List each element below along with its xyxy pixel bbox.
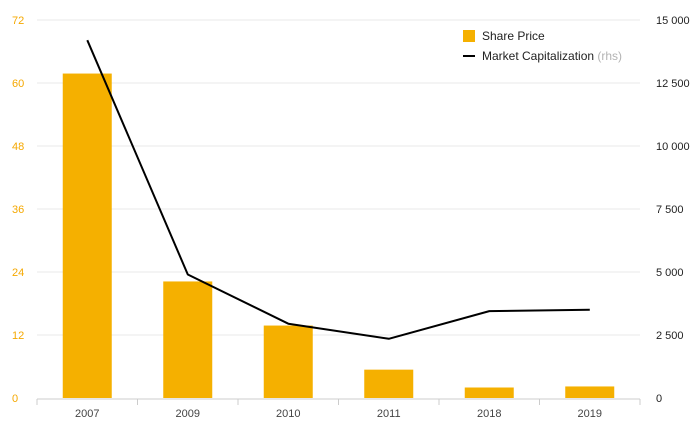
x-tick-label: 2018 xyxy=(477,408,501,420)
y-right-tick-label: 5 000 xyxy=(656,267,684,279)
x-tick-label: 2019 xyxy=(578,408,602,420)
x-tick-label: 2010 xyxy=(276,408,300,420)
y-left-tick-label: 0 xyxy=(12,393,18,405)
x-tick-label: 2007 xyxy=(75,408,99,420)
y-right-tick-label: 0 xyxy=(656,393,662,405)
y-left-tick-label: 72 xyxy=(12,15,24,27)
legend-label-market-cap-suffix: (rhs) xyxy=(597,49,622,63)
legend-label-share-price: Share Price xyxy=(482,29,545,43)
bar xyxy=(464,387,514,398)
bar xyxy=(163,281,213,398)
y-left-tick-label: 36 xyxy=(12,204,24,216)
y-right-tick-label: 15 000 xyxy=(656,15,690,27)
y-right-tick-label: 10 000 xyxy=(656,141,690,153)
y-right-tick-label: 7 500 xyxy=(656,204,684,216)
bar xyxy=(62,73,112,399)
legend: Share Price Market Capitalization (rhs) xyxy=(463,29,622,63)
y-left-tick-label: 60 xyxy=(12,78,24,90)
x-tick-label: 2009 xyxy=(176,408,200,420)
y-left-tick-label: 48 xyxy=(12,141,24,153)
y-right-tick-label: 12 500 xyxy=(656,78,690,90)
y-left-tick-label: 12 xyxy=(12,330,24,342)
legend-label-market-cap: Market Capitalization (rhs) xyxy=(482,49,622,63)
y-right-tick-label: 2 500 xyxy=(656,330,684,342)
bar xyxy=(565,386,615,398)
series-line xyxy=(86,39,590,340)
bar xyxy=(263,325,313,398)
legend-swatch-share-price xyxy=(463,30,475,42)
y-left-tick-label: 24 xyxy=(12,267,24,279)
legend-label-market-cap-name: Market Capitalization xyxy=(482,49,597,63)
x-tick-label: 2011 xyxy=(377,408,401,420)
bar xyxy=(364,369,414,398)
